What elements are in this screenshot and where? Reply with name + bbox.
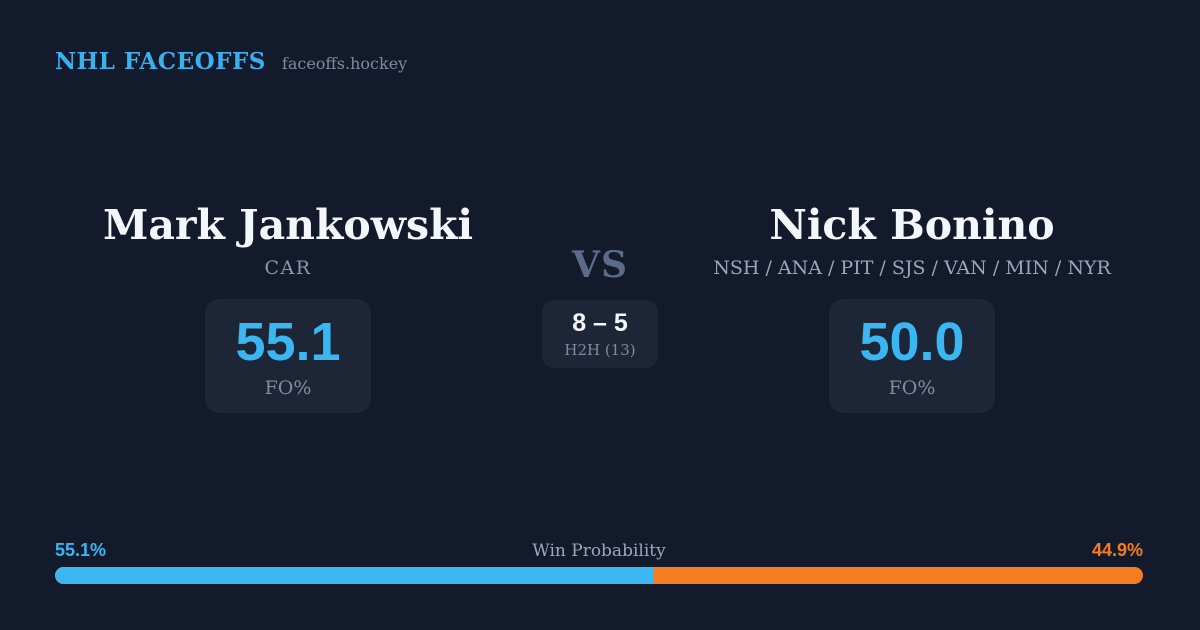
win-probability-bar-left-segment: [55, 567, 655, 584]
player-left-column: Mark Jankowski CAR 55.1 FO%: [38, 201, 538, 413]
player-right-teams: NSH / ANA / PIT / SJS / VAN / MIN / NYR: [713, 257, 1111, 280]
player-left-fo-value: 55.1: [235, 312, 341, 373]
win-probability-right-pct: 44.9%: [1091, 540, 1143, 560]
player-right-fo-card: 50.0 FO%: [829, 299, 995, 413]
player-left-name: Mark Jankowski: [102, 201, 474, 249]
win-probability-labels: 55.1% Win Probability 44.9%: [55, 540, 1143, 564]
player-right-column: Nick Bonino NSH / ANA / PIT / SJS / VAN …: [662, 201, 1162, 413]
h2h-score: 8 – 5: [572, 309, 628, 337]
player-right-fo-label: FO%: [888, 376, 936, 399]
win-probability-bar: [55, 567, 1143, 584]
player-right-fo-value: 50.0: [859, 312, 965, 373]
win-probability-title: Win Probability: [532, 541, 666, 561]
player-right-name: Nick Bonino: [769, 201, 1055, 249]
player-left-fo-label: FO%: [264, 376, 312, 399]
h2h-card: 8 – 5 H2H (13): [542, 300, 658, 368]
player-left-teams: CAR: [264, 257, 312, 280]
vs-label: VS: [572, 244, 628, 286]
player-left-fo-card: 55.1 FO%: [205, 299, 371, 413]
header: NHL FACEOFFS faceoffs.hockey: [55, 48, 407, 75]
win-probability-left-pct: 55.1%: [55, 540, 107, 560]
h2h-label: H2H (13): [564, 340, 636, 359]
brand-title: NHL FACEOFFS: [55, 48, 266, 75]
vs-column: VS 8 – 5 H2H (13): [500, 247, 700, 368]
site-domain: faceoffs.hockey: [281, 54, 408, 73]
